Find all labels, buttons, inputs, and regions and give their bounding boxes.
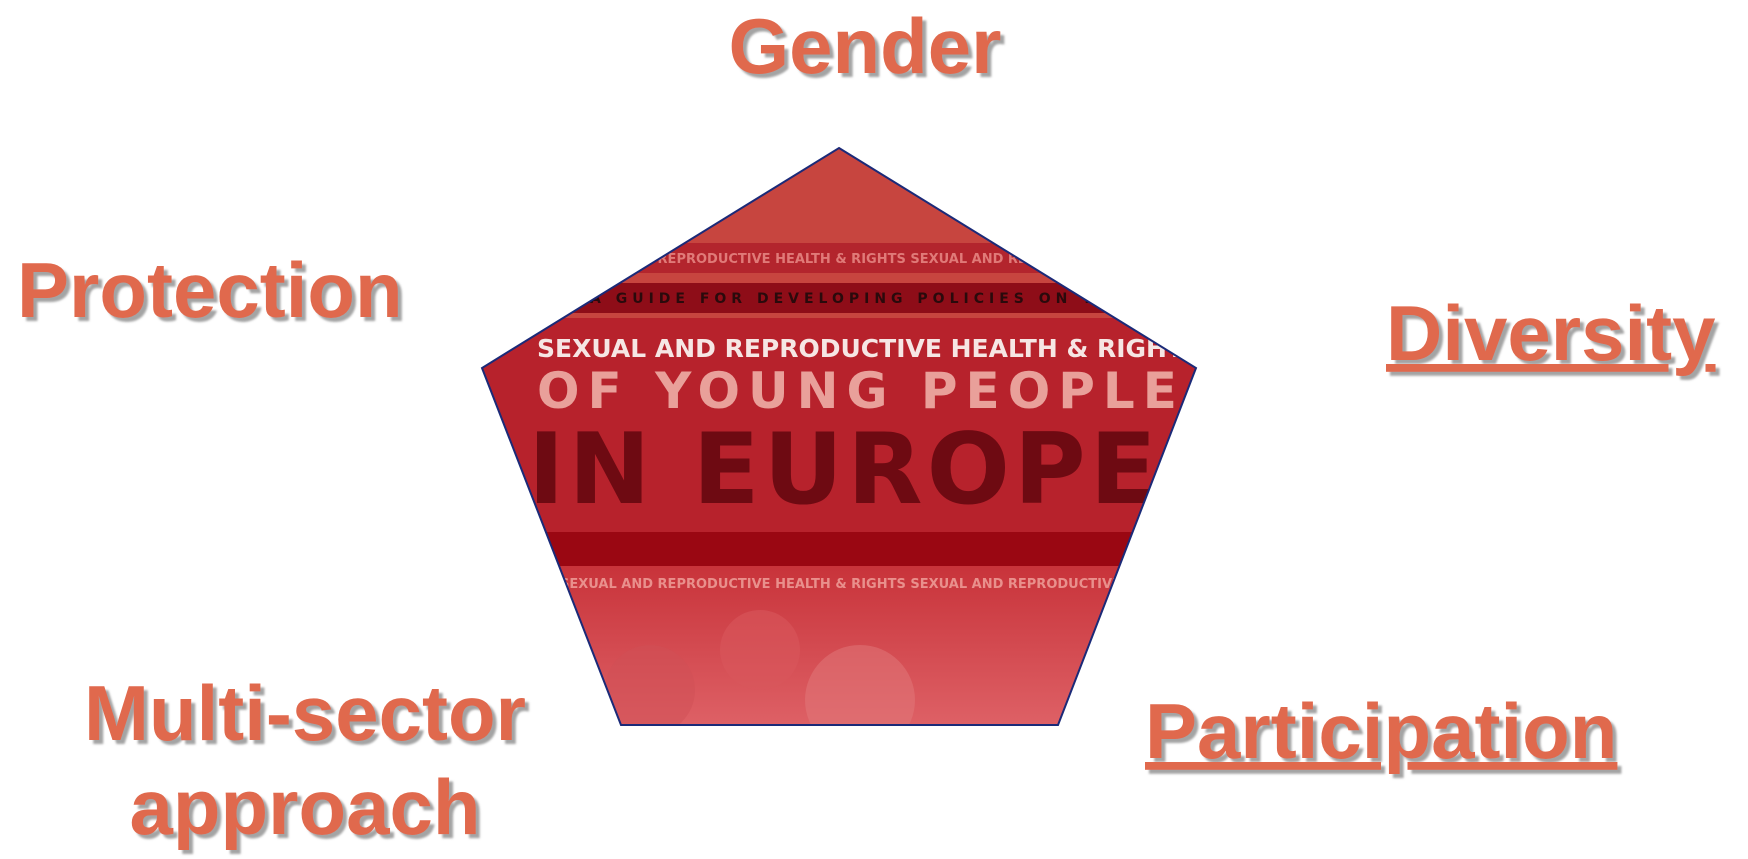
photo-shape bbox=[720, 610, 800, 690]
photo-shape bbox=[805, 645, 915, 755]
band bbox=[470, 532, 1210, 566]
cover-image: SEXUAL AND REPRODUCTIVE HEALTH & RIGHTS … bbox=[470, 140, 1256, 755]
label-gender: Gender bbox=[728, 2, 1001, 90]
cover-heading: SEXUAL AND REPRODUCTIVE HEALTH & RIGHTS bbox=[537, 334, 1202, 363]
cover-line2: OF YOUNG PEOPLE bbox=[537, 362, 1185, 420]
cover-banner: SEXUAL AND REPRODUCTIVE HEALTH & RIGHTS … bbox=[560, 252, 1256, 267]
page: SEXUAL AND REPRODUCTIVE HEALTH & RIGHTS … bbox=[0, 0, 1748, 859]
label-protection: Protection bbox=[17, 246, 403, 334]
link-participation[interactable]: Participation bbox=[1145, 687, 1617, 775]
link-diversity[interactable]: Diversity bbox=[1386, 289, 1716, 377]
cover-guide: A GUIDE FOR DEVELOPING POLICIES ON THE bbox=[590, 291, 1128, 307]
cover-banner: SEXUAL AND REPRODUCTIVE HEALTH & RIGHTS … bbox=[560, 577, 1256, 592]
label-multi-sector: Multi-sector bbox=[84, 669, 526, 757]
label-approach: approach bbox=[129, 763, 480, 851]
photo-shape bbox=[605, 645, 695, 735]
cover-line3: IN EUROPE bbox=[528, 413, 1161, 527]
slide: SEXUAL AND REPRODUCTIVE HEALTH & RIGHTS … bbox=[0, 0, 1748, 859]
